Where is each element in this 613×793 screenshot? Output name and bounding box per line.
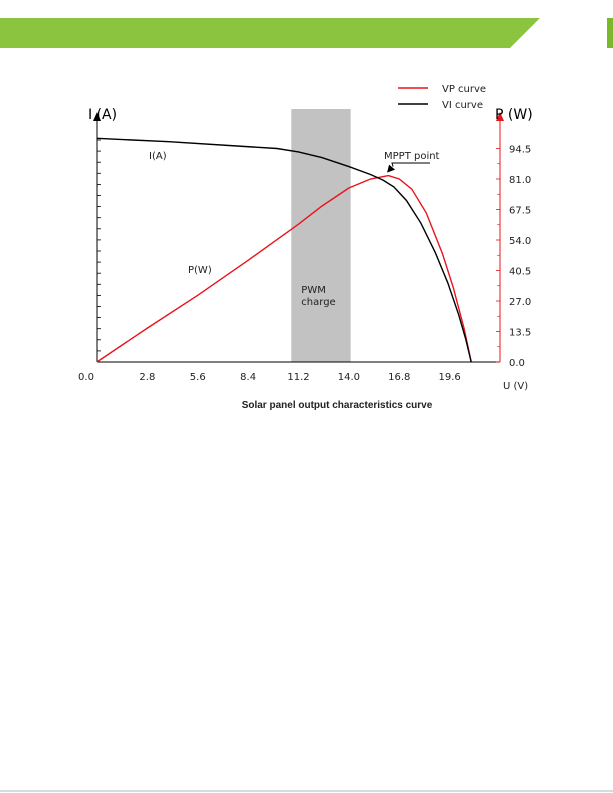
right-axis-tick-label: 13.5 <box>509 328 531 339</box>
vi-curve-line <box>96 137 472 363</box>
left-axis-arrow <box>93 112 101 121</box>
x-axis-tick-label: 11.2 <box>287 372 309 383</box>
solar-chart: PWM charge 0.0 13.5 27.0 40.5 54.0 67.5 81.0 94… <box>78 84 533 411</box>
mppt-label: MPPT point <box>384 151 440 162</box>
left-axis-ticks <box>97 139 101 363</box>
current-curve-label: I(A) <box>149 151 167 162</box>
x-axis-title: U (V) <box>503 381 528 392</box>
x-axis-tick-label: 19.6 <box>438 372 460 383</box>
right-axis-tick-label: 94.5 <box>509 145 531 156</box>
legend-vp-label: VP curve <box>442 84 486 95</box>
x-axis-tick-labels: 0.0 2.8 5.6 8.4 11.2 14.0 16.8 19.6 <box>78 372 461 383</box>
legend-vi-label: VI curve <box>442 100 483 111</box>
chart-title: Solar panel output characteristics curve <box>242 400 433 411</box>
left-axis-title: I (A) <box>88 107 117 123</box>
x-axis-tick-label: 16.8 <box>388 372 410 383</box>
right-axis-arrow <box>496 112 504 121</box>
mppt-arrowhead <box>387 164 396 173</box>
pwm-charge-band <box>291 109 351 362</box>
pwm-label-line1: PWM <box>301 285 326 296</box>
x-axis-tick-label: 8.4 <box>240 372 256 383</box>
right-axis-tick-label: 67.5 <box>509 206 531 217</box>
right-axis-title: P (W) <box>495 107 533 123</box>
vp-curve-line <box>96 174 472 363</box>
right-axis-tick-label: 54.0 <box>509 236 531 247</box>
x-axis-tick-label: 2.8 <box>139 372 155 383</box>
x-axis-tick-label: 5.6 <box>190 372 206 383</box>
right-axis-tick-label: 27.0 <box>509 297 531 308</box>
x-axis-tick-label: 0.0 <box>78 372 94 383</box>
header-banner <box>0 18 540 48</box>
right-axis-tick-label: 0.0 <box>509 358 525 369</box>
pwm-label-line2: charge <box>301 297 335 308</box>
x-axis-tick-label: 14.0 <box>338 372 360 383</box>
power-curve-label: P(W) <box>188 265 212 276</box>
mppt-leader-line <box>391 162 430 167</box>
right-axis-ticks: 0.0 13.5 27.0 40.5 54.0 67.5 81.0 94.5 <box>496 145 531 369</box>
header-banner-edge <box>607 18 613 48</box>
right-axis-tick-label: 81.0 <box>509 175 531 186</box>
right-axis-tick-label: 40.5 <box>509 267 531 278</box>
